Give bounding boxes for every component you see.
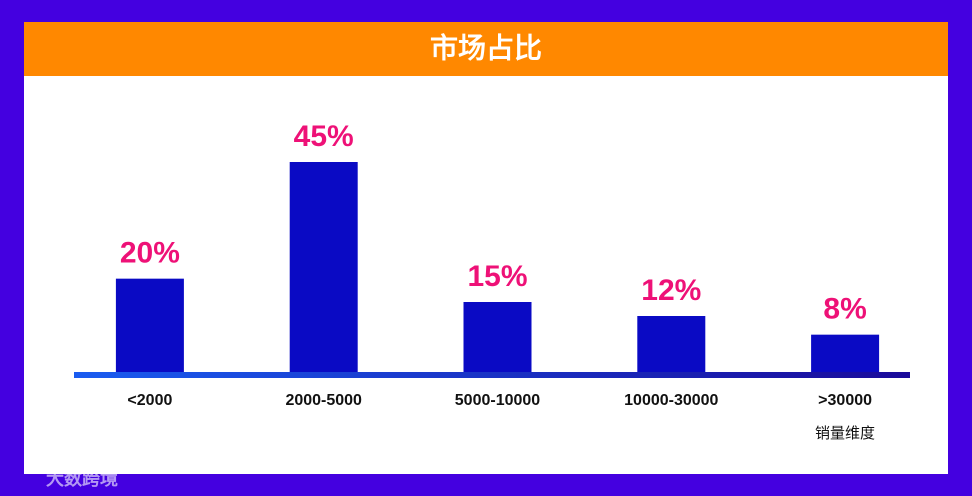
panel bbox=[24, 22, 948, 474]
bar bbox=[637, 316, 706, 372]
bar bbox=[115, 278, 184, 372]
x-tick-label: >30000 bbox=[818, 392, 872, 409]
title-bar bbox=[24, 22, 948, 76]
bar bbox=[463, 302, 532, 372]
x-axis bbox=[74, 372, 910, 378]
value-label: 12% bbox=[641, 274, 701, 307]
x-axis-label: 销量维度 bbox=[815, 425, 875, 442]
chart-title: 市场占比 bbox=[430, 31, 542, 63]
watermark: 大数跨境 bbox=[46, 468, 118, 489]
value-label: 8% bbox=[823, 293, 866, 326]
value-label: 15% bbox=[467, 260, 527, 293]
x-tick-label: <2000 bbox=[127, 392, 172, 409]
bar bbox=[811, 334, 880, 372]
x-tick-label: 2000-5000 bbox=[285, 392, 362, 409]
value-label: 20% bbox=[120, 237, 180, 270]
value-label: 45% bbox=[294, 120, 354, 153]
x-tick-label: 5000-10000 bbox=[455, 392, 541, 409]
bar bbox=[289, 162, 358, 372]
x-tick-label: 10000-30000 bbox=[624, 392, 718, 409]
